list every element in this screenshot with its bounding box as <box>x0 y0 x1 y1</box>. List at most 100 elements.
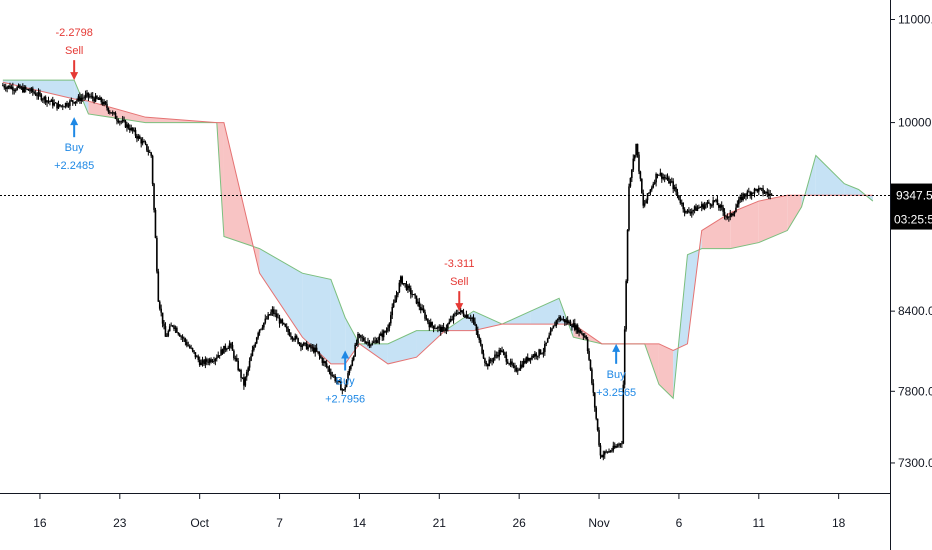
candle-body <box>435 328 438 330</box>
candle-body <box>395 294 398 300</box>
candle-body <box>559 316 562 321</box>
candle-body <box>348 369 351 374</box>
candle-body <box>595 407 597 419</box>
candle-body <box>491 360 493 362</box>
cloud-segment <box>758 195 788 243</box>
cloud-segment <box>844 183 859 196</box>
candle-body <box>220 349 222 356</box>
buy-signal-pnl: +2.2485 <box>54 160 94 172</box>
candle-body <box>720 205 723 208</box>
candle-body <box>506 361 509 364</box>
candle-body <box>489 359 492 361</box>
candle-body <box>695 206 697 211</box>
candle-body <box>409 288 412 295</box>
candle-body <box>6 86 8 89</box>
candle-body <box>181 336 184 339</box>
candle-body <box>9 85 11 89</box>
candle-body <box>514 365 516 368</box>
candle-body <box>678 195 680 200</box>
candle-body <box>676 192 679 196</box>
candle-body <box>603 451 606 455</box>
candle-body <box>334 376 336 382</box>
candle-body <box>89 96 91 98</box>
candle-body <box>123 120 125 121</box>
candle-body <box>120 121 123 123</box>
cloud-segment <box>730 201 759 249</box>
time-axis[interactable]: 16 23 Oct 7 14 21 26 Nov 6 11 18 <box>0 493 890 530</box>
candle-body <box>482 353 485 359</box>
candle-body <box>4 87 7 89</box>
cloud-segment <box>387 330 417 364</box>
candle-body <box>623 329 626 385</box>
candle-body <box>113 112 115 114</box>
candle-body <box>158 301 161 309</box>
candle-body <box>67 105 70 107</box>
candle-body <box>33 92 36 94</box>
candle-body <box>208 359 211 363</box>
candle-body <box>119 121 121 123</box>
candle-body <box>716 199 719 206</box>
candle-body <box>143 141 145 143</box>
buy-arrow-icon <box>70 117 79 126</box>
candle-body <box>134 129 137 136</box>
candle-body <box>719 205 722 208</box>
candle-body <box>104 101 107 104</box>
candle-body <box>47 100 50 102</box>
candle-body <box>357 334 359 343</box>
candle-body <box>193 350 195 353</box>
candle-body <box>542 351 545 354</box>
candle-body <box>73 102 75 104</box>
candle-body <box>90 95 93 97</box>
candle-body <box>19 85 21 89</box>
candle-body <box>415 295 418 304</box>
candle-body <box>544 343 546 352</box>
plot-area[interactable]: Sell -2.2798 Buy +2.2485 Buy +2.7956 Sell -3.31… <box>0 27 890 461</box>
candle-body <box>280 319 282 324</box>
candle-body <box>462 312 465 316</box>
candle-body <box>148 152 151 153</box>
candle-body <box>374 340 376 342</box>
candle-body <box>478 336 481 340</box>
candle-body <box>511 361 513 366</box>
candle-body <box>562 319 565 320</box>
candle-body <box>578 329 580 333</box>
candle-body <box>233 350 235 359</box>
candle-body <box>405 283 408 290</box>
candle-body <box>117 120 120 123</box>
sell-signal-pnl: -2.2798 <box>56 27 93 39</box>
candle-body <box>555 320 558 326</box>
candle-body <box>722 207 724 212</box>
candle-body <box>708 202 710 204</box>
candle-body <box>753 188 756 194</box>
candle-body <box>589 359 592 370</box>
candle-body <box>392 302 395 308</box>
candle-body <box>767 193 770 196</box>
candle-body <box>465 314 468 318</box>
candle-body <box>186 342 188 346</box>
candle-body <box>285 326 288 329</box>
candle-body <box>454 313 456 315</box>
candle-body <box>194 352 197 358</box>
candle-body <box>99 97 101 100</box>
candle-body <box>658 175 660 176</box>
candle-body <box>79 96 81 101</box>
candle-body <box>177 332 180 335</box>
candle-body <box>258 329 261 333</box>
candle-body <box>245 372 248 378</box>
candle-body <box>121 120 124 122</box>
candle-body <box>131 127 134 131</box>
candle-body <box>606 451 609 453</box>
candle-body <box>712 200 714 206</box>
candle-body <box>22 87 24 93</box>
candle-body <box>632 158 635 170</box>
candle-body <box>49 101 51 102</box>
price-axis[interactable]: 11000.0 10000.0 8400.0 7800.0 7300.0 9347.5 … <box>890 0 932 550</box>
candle-body <box>468 318 471 320</box>
candle-body <box>167 331 170 336</box>
candle-body <box>451 319 453 320</box>
candle-body <box>418 301 421 307</box>
candle-body <box>698 207 700 209</box>
candle-body <box>461 310 463 313</box>
candle-body <box>325 363 328 367</box>
